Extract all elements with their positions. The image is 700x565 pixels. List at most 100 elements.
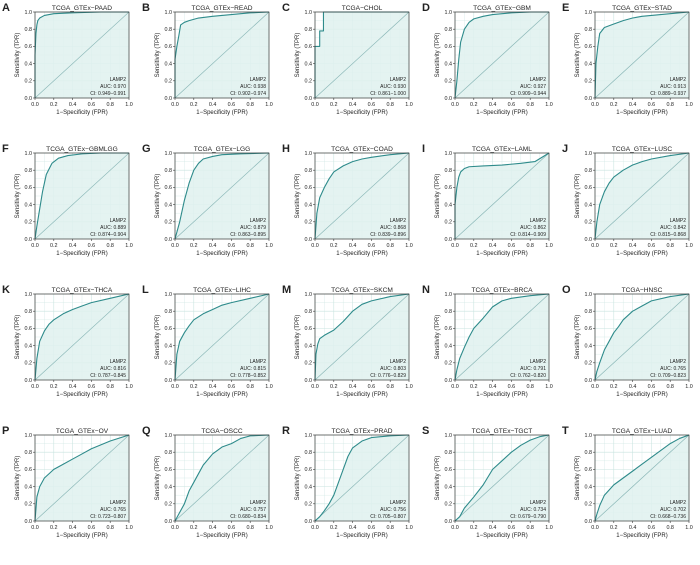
roc-curve [594, 293, 690, 381]
x-tick-label: 0.0 [31, 525, 39, 531]
x-tick-label: 0.4 [489, 384, 497, 390]
x-tick-label: 0.0 [311, 243, 319, 249]
y-axis-label: Sensitivity (TPR) [435, 174, 441, 219]
x-tick-label: 0.0 [31, 243, 39, 249]
x-tick-label: 1.0 [125, 243, 133, 249]
ci-label: CI: 0.680−0.834 [230, 514, 266, 520]
y-tick-label: 1.0 [165, 151, 173, 157]
y-tick-label: 0.2 [165, 220, 173, 226]
panel-letter: A [2, 2, 10, 14]
y-tick-label: 0.0 [165, 237, 173, 243]
y-tick-label: 0.6 [445, 185, 453, 191]
panel-letter: T [562, 425, 569, 437]
x-tick-label: 0.6 [648, 384, 656, 390]
plot-frame [314, 152, 410, 240]
y-tick-label: 0.6 [165, 467, 173, 473]
x-tick-label: 0.0 [171, 102, 179, 108]
y-tick-label: 0.0 [445, 378, 453, 384]
y-tick-label: 0.0 [445, 237, 453, 243]
y-tick-label: 0.0 [25, 237, 33, 243]
gene-label: LAMP2 [390, 218, 407, 224]
gene-label: LAMP2 [670, 218, 687, 224]
y-axis-label: Sensitivity (TPR) [295, 315, 301, 360]
x-tick-label: 0.4 [629, 102, 637, 108]
x-tick-label: 1.0 [265, 525, 273, 531]
y-tick-label: 0.2 [585, 220, 593, 226]
y-tick-label: 0.8 [305, 450, 313, 456]
x-tick-label: 0.2 [470, 243, 478, 249]
auc-label: AUC: 0.702 [660, 507, 686, 513]
gene-label: LAMP2 [390, 500, 407, 506]
plot-frame [314, 293, 410, 381]
x-tick-label: 1.0 [125, 384, 133, 390]
x-tick-label: 0.4 [629, 384, 637, 390]
plot-frame [34, 152, 130, 240]
panel-letter: O [562, 284, 571, 296]
diagonal-reference-line [174, 11, 270, 99]
panel-letter: R [282, 425, 290, 437]
panel-title: TCGA−HNSC [622, 287, 663, 294]
roc-curve [34, 293, 130, 381]
x-tick-label: 0.4 [69, 384, 77, 390]
x-axis-label: 1−Specificity (FPR) [196, 251, 248, 257]
gene-label: LAMP2 [250, 218, 267, 224]
ci-label: CI: 0.909−0.944 [510, 91, 546, 97]
y-tick-label: 0.8 [165, 27, 173, 33]
auc-label: AUC: 0.930 [380, 84, 406, 90]
y-tick-label: 0.2 [305, 361, 313, 367]
y-axis-label: Sensitivity (TPR) [155, 174, 161, 219]
y-tick-label: 1.0 [25, 433, 33, 439]
x-tick-label: 0.4 [349, 243, 357, 249]
diagonal-reference-line [314, 293, 410, 381]
gene-label: LAMP2 [110, 77, 127, 83]
x-axis-label: 1−Specificity (FPR) [56, 392, 108, 398]
x-axis-label: 1−Specificity (FPR) [476, 251, 528, 257]
gene-label: LAMP2 [530, 218, 547, 224]
y-tick-label: 0.6 [25, 326, 33, 332]
diagonal-reference-line [34, 434, 130, 522]
y-tick-label: 0.0 [585, 519, 593, 525]
ci-label: CI: 0.815−0.868 [650, 232, 686, 238]
x-tick-label: 0.4 [69, 243, 77, 249]
x-tick-label: 0.6 [228, 243, 236, 249]
x-tick-label: 1.0 [265, 243, 273, 249]
x-tick-label: 0.0 [171, 525, 179, 531]
y-tick-label: 0.0 [305, 378, 313, 384]
x-tick-label: 0.6 [648, 525, 656, 531]
plot-frame [594, 11, 690, 99]
x-tick-label: 0.2 [330, 102, 338, 108]
y-tick-label: 0.8 [165, 168, 173, 174]
panel-title: TCGA_GTEx−PRAD [331, 428, 392, 435]
x-tick-label: 0.6 [88, 525, 96, 531]
x-tick-label: 0.4 [209, 243, 217, 249]
diagonal-reference-line [454, 152, 550, 240]
roc-panel-d: D TCGA_GTEx−GBM 0.0 0.2 0.4 0.6 0.8 1.0 0.0 0.2 0.… [422, 2, 553, 116]
x-tick-label: 0.8 [386, 102, 394, 108]
auc-label: AUC: 0.791 [520, 366, 546, 372]
y-tick-label: 0.6 [25, 44, 33, 50]
y-tick-label: 1.0 [305, 151, 313, 157]
plot-frame [314, 11, 410, 99]
x-tick-label: 1.0 [405, 102, 413, 108]
y-tick-label: 1.0 [585, 151, 593, 157]
roc-panel-j: J TCGA_GTEx−LUSC 0.0 0.2 0.4 0.6 0.8 1.0 0.0 0.2 0… [562, 143, 693, 257]
x-tick-label: 0.0 [451, 102, 459, 108]
y-tick-label: 0.8 [25, 27, 33, 33]
x-tick-label: 0.0 [311, 102, 319, 108]
y-tick-label: 0.0 [25, 378, 33, 384]
y-tick-label: 0.8 [25, 168, 33, 174]
x-tick-label: 0.2 [50, 384, 58, 390]
y-tick-label: 0.2 [445, 220, 453, 226]
x-tick-label: 0.8 [106, 384, 114, 390]
diagonal-reference-line [594, 11, 690, 99]
x-tick-label: 0.0 [171, 384, 179, 390]
x-axis-label: 1−Specificity (FPR) [196, 110, 248, 116]
panel-letter: D [422, 2, 430, 14]
gene-label: LAMP2 [530, 500, 547, 506]
y-tick-label: 0.6 [445, 44, 453, 50]
y-tick-label: 1.0 [585, 292, 593, 298]
ci-label: CI: 0.776−0.829 [370, 373, 406, 379]
x-axis-label: 1−Specificity (FPR) [336, 110, 388, 116]
x-tick-label: 0.2 [610, 243, 618, 249]
x-tick-label: 0.8 [526, 243, 534, 249]
